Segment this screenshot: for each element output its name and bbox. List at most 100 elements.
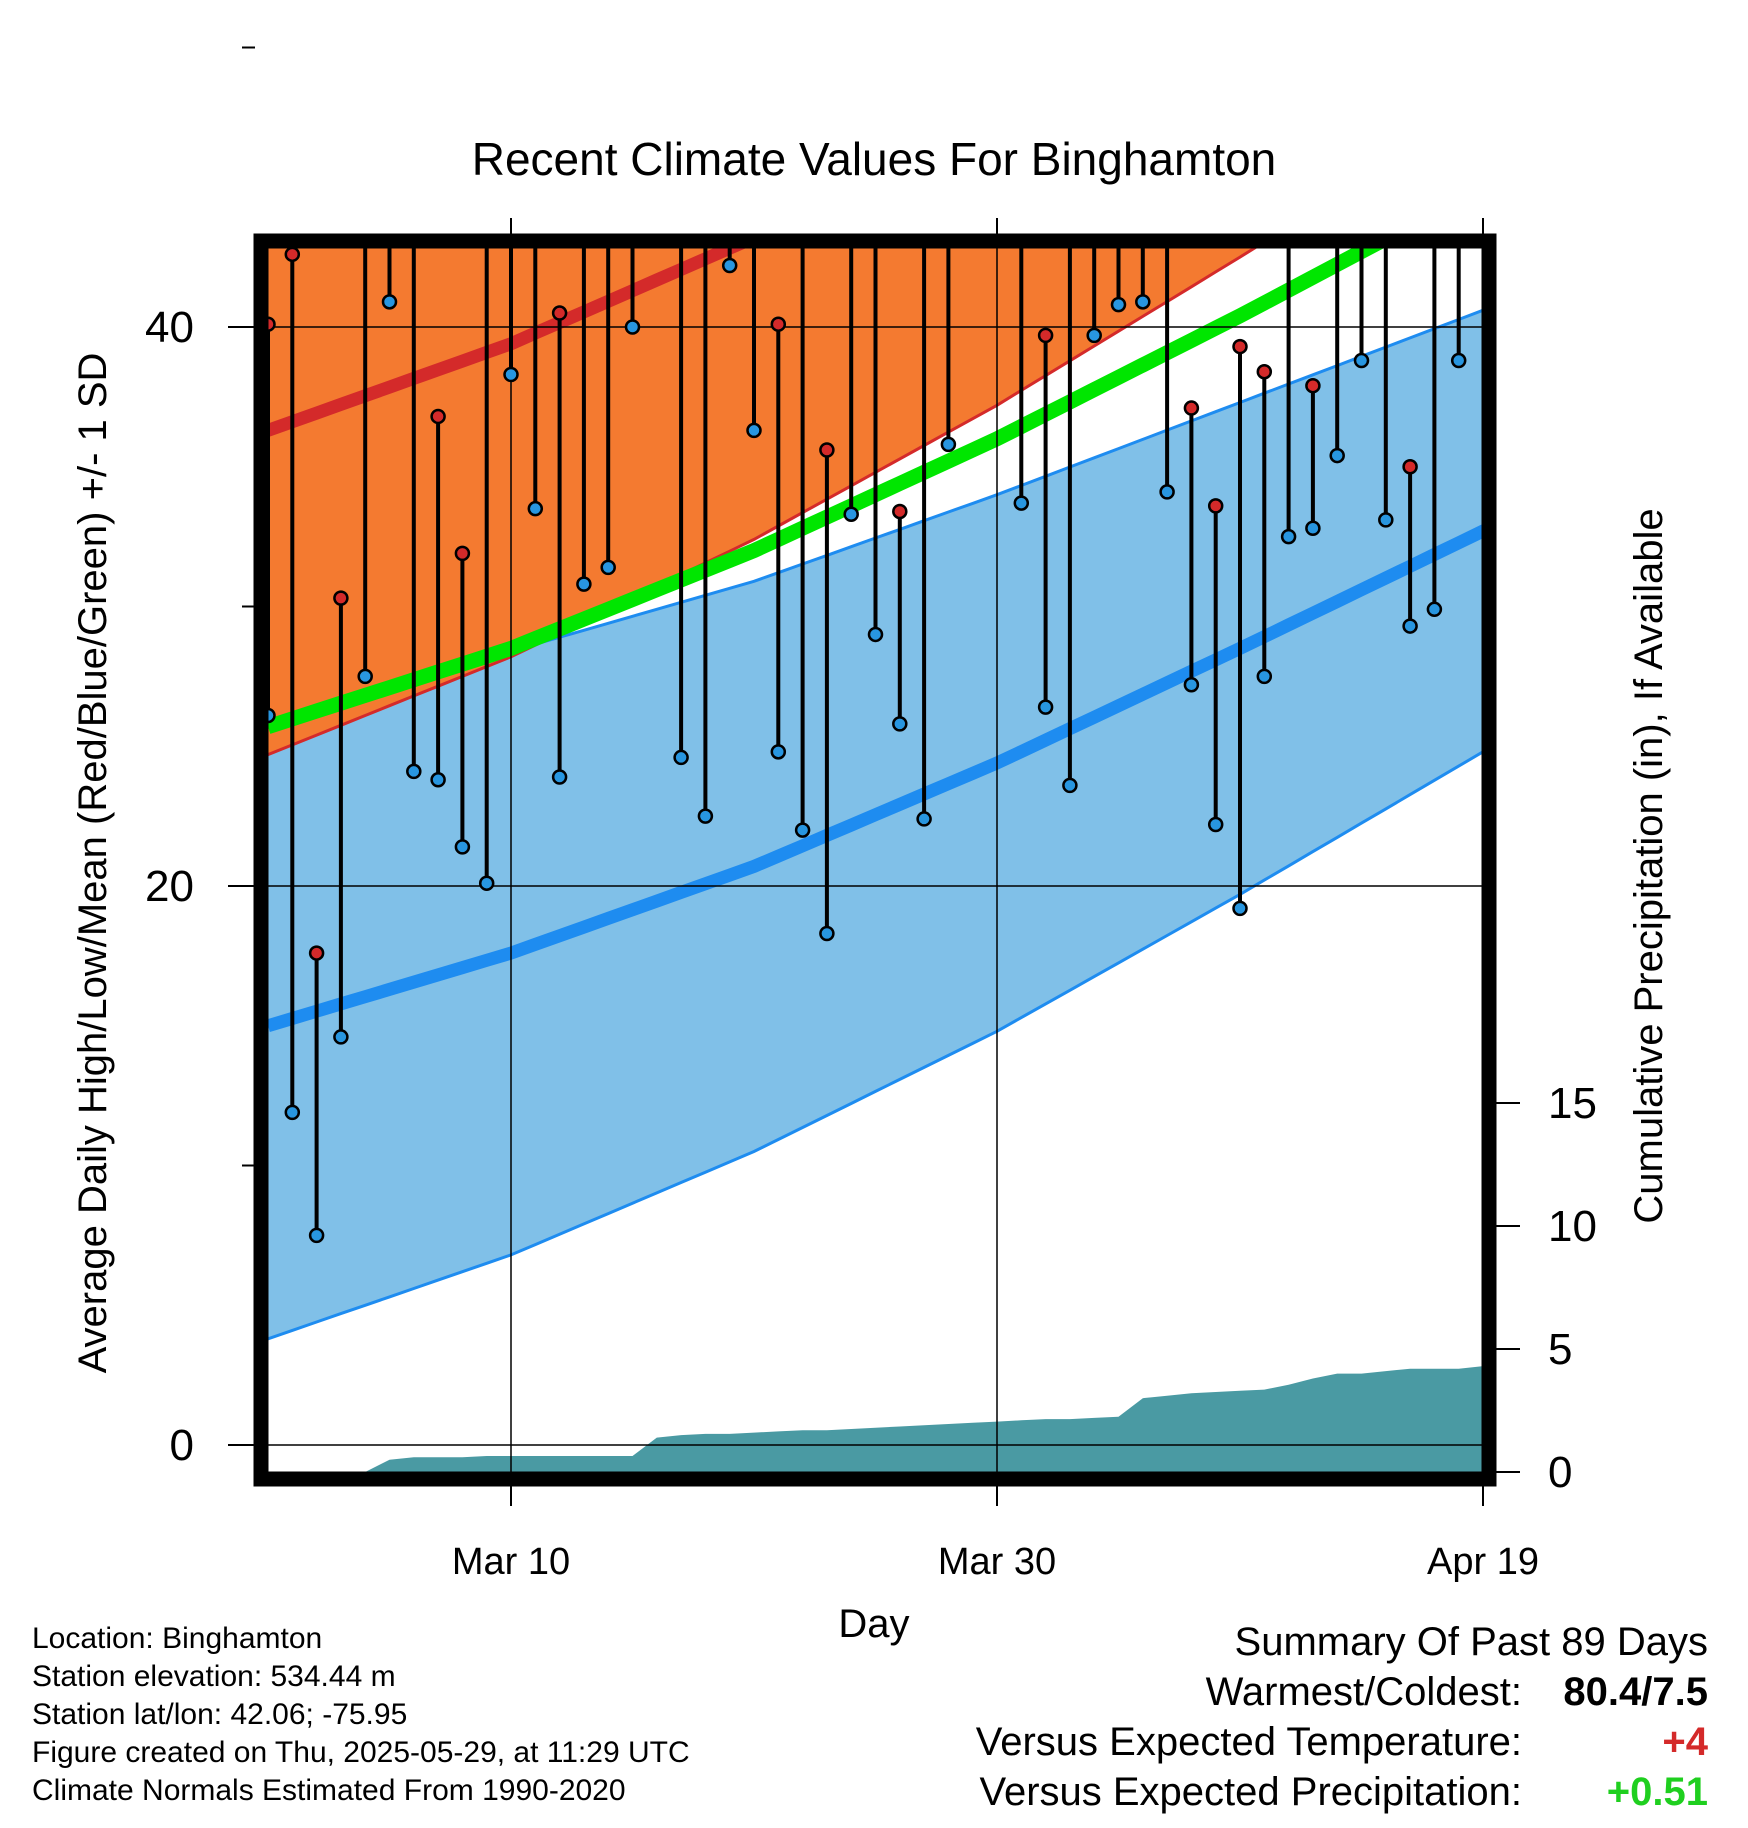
daily-low-point — [503, 366, 519, 383]
precip-deviation-label: Versus Expected Precipitation: — [979, 1770, 1522, 1814]
y2-tick-label: 5 — [1548, 1325, 1572, 1374]
daily-low-point — [867, 626, 884, 643]
daily-low-point — [1477, 16, 1490, 29]
normal-low-line — [268, 524, 1482, 1033]
daily-low-point — [406, 763, 422, 780]
warmest-coldest-value: 80.4/7.5 — [1563, 1670, 1708, 1714]
daily-low-point — [1744, 393, 1748, 406]
latlon-text: Station lat/lon: 42.06; -75.95 — [32, 1698, 408, 1731]
station-info: Location: Binghamton Station elevation: … — [32, 1620, 690, 1810]
daily-high-point — [1183, 400, 1200, 416]
daily-low-point — [1013, 495, 1030, 511]
daily-high-point — [918, 206, 931, 219]
summary-warmest-row: Warmest/Coldest: 80.4/7.5 — [808, 1670, 1708, 1720]
temp-deviation-value: +4 — [1662, 1720, 1708, 1764]
precip-deviation-value: +0.51 — [1606, 1770, 1708, 1814]
y-axis-label: Average Daily High/Low/Mean (Red/Blue/Gr… — [71, 353, 115, 1374]
daily-low-point — [697, 808, 714, 824]
daily-low-point — [1574, 304, 1587, 317]
daily-low-point — [673, 749, 689, 766]
daily-high-point — [1256, 363, 1273, 380]
daily-low-point — [1086, 327, 1102, 344]
daily-low-point — [721, 257, 738, 274]
daily-low-point — [1256, 668, 1273, 685]
daily-low-point — [1062, 777, 1078, 794]
daily-low-point — [1280, 528, 1297, 545]
daily-low-point — [478, 875, 495, 891]
daily-low-point — [770, 744, 787, 760]
daily-low-point — [1671, 432, 1684, 445]
daily-low-point — [1329, 447, 1345, 464]
x-axis-label: Day — [838, 1602, 909, 1646]
daily-low-point — [1159, 484, 1175, 500]
y-tick-label: 40 — [145, 303, 194, 352]
daily-low-point — [1232, 900, 1248, 917]
chart-title: Recent Climate Values For Binghamton — [472, 133, 1277, 185]
daily-low-point — [624, 319, 641, 335]
x-tick-label: Mar 10 — [452, 1541, 570, 1583]
daily-low-point — [381, 294, 398, 310]
daily-high-point — [407, 139, 420, 152]
daily-high-point — [1232, 338, 1248, 355]
elevation-text: Station elevation: 534.44 m — [32, 1660, 396, 1693]
daily-low-point — [794, 822, 811, 838]
location-text: Location: Binghamton — [32, 1622, 323, 1655]
daily-low-point — [1549, 172, 1562, 185]
created-text: Figure created on Thu, 2025-05-29, at 11… — [32, 1736, 690, 1769]
summary-temp-row: Versus Expected Temperature: +4 — [808, 1720, 1708, 1770]
daily-high-point — [480, 203, 493, 216]
daily-high-point — [430, 408, 446, 425]
daily-low-point — [1525, 416, 1538, 429]
daily-low-point — [892, 716, 908, 732]
summary-precip-row: Versus Expected Precipitation: +0.51 — [808, 1770, 1708, 1820]
daily-low-point — [1207, 816, 1224, 833]
daily-low-point — [1037, 699, 1054, 715]
daily-low-point — [1305, 520, 1321, 536]
summary-title-text: Summary Of Past 89 Days — [1234, 1620, 1708, 1664]
daily-low-point — [1183, 677, 1200, 693]
daily-high-point — [1037, 327, 1054, 344]
daily-high-point — [1207, 498, 1224, 514]
y2-tick-label: 0 — [1548, 1448, 1572, 1497]
daily-low-point — [430, 772, 446, 788]
normal-high-line — [268, 248, 747, 437]
daily-high-point — [454, 545, 471, 562]
daily-high-point — [284, 248, 301, 263]
daily-high-point — [308, 945, 325, 961]
daily-high-point — [1136, 91, 1149, 104]
daily-low-point — [333, 1029, 349, 1045]
x-tick-label: Apr 19 — [1427, 1541, 1539, 1583]
daily-high-point — [268, 316, 276, 332]
daily-low-point — [1501, 376, 1514, 389]
daily-low-point — [600, 559, 616, 576]
daily-high-point — [1501, 0, 1514, 1]
daily-low-point — [551, 769, 568, 785]
daily-high-point — [892, 503, 908, 520]
high-sd-upper-edge — [268, 0, 1748, 106]
daily-low-point — [1110, 296, 1127, 313]
warmest-coldest-label: Warmest/Coldest: — [1205, 1670, 1522, 1714]
daily-low-point — [284, 1104, 301, 1121]
y-tick-label: 0 — [170, 1421, 194, 1470]
daily-low-point — [1353, 352, 1370, 369]
daily-low-point — [1695, 276, 1708, 289]
daily-high-point — [819, 442, 835, 458]
summary-title: Summary Of Past 89 Days — [808, 1620, 1708, 1670]
daily-high-point — [1305, 377, 1321, 394]
plot-frame — [253, 233, 1497, 1487]
daily-low-point — [843, 506, 859, 523]
daily-low-point — [1647, 382, 1660, 395]
y2-tick-label: 10 — [1548, 1202, 1597, 1251]
daily-low-point — [454, 839, 471, 855]
daily-low-point — [916, 811, 932, 827]
daily-low-point — [576, 576, 592, 592]
daily-high-point — [551, 305, 568, 321]
daily-low-point — [1135, 294, 1151, 310]
daily-low-point — [966, 66, 979, 79]
daily-low-point — [1402, 618, 1418, 634]
daily-high-point — [1402, 459, 1418, 475]
daily-high-point — [333, 590, 349, 606]
daily-low-point — [527, 500, 544, 517]
